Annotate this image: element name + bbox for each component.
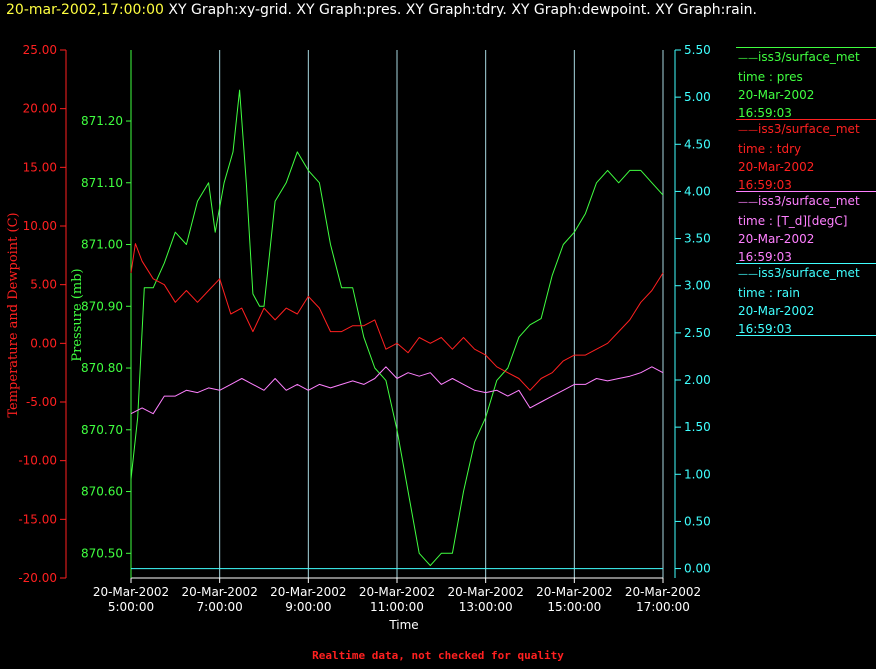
rain-tick-label: 2.50 — [684, 326, 711, 340]
rain-tick-label: 0.00 — [684, 562, 711, 576]
legend-date-label: 20-Mar-2002 — [738, 232, 815, 246]
pressure-tick-label: 870.90 — [81, 299, 123, 313]
rain-tick-label: 3.00 — [684, 279, 711, 293]
temperature-tick-label: 25.00 — [23, 43, 57, 57]
pressure-tick-label: 870.80 — [81, 361, 123, 375]
rain-tick-label: 3.50 — [684, 232, 711, 246]
x-tick-date-label: 20-Mar-2002 — [536, 585, 612, 599]
legend-time-label: 16:59:03 — [738, 106, 792, 120]
pressure-tick-label: 871.00 — [81, 238, 123, 252]
legend-source-label: iss3/surface_met — [738, 120, 876, 140]
series-group — [130, 89, 664, 570]
legend-time-label: 16:59:03 — [738, 250, 792, 264]
x-tick-date-label: 20-Mar-2002 — [447, 585, 523, 599]
pressure-tick-label: 871.20 — [81, 114, 123, 128]
axes-group: 20-Mar-20025:00:0020-Mar-20027:00:0020-M… — [18, 43, 710, 614]
graph-list-label: XY Graph:xy-grid. XY Graph:pres. XY Grap… — [168, 2, 757, 18]
legend-field-label: time : [T_d][degC] — [738, 214, 848, 228]
x-tick-date-label: 20-Mar-2002 — [181, 585, 257, 599]
legend-time-label: 16:59:03 — [738, 322, 792, 336]
temperature-tick-label: 5.00 — [30, 278, 57, 292]
legend-bottom-rule — [736, 335, 876, 336]
temperature-tick-label: -10.00 — [18, 454, 57, 468]
rain-tick-label: 5.50 — [684, 43, 711, 57]
pressure-tick-label: 871.10 — [81, 176, 123, 190]
temperature-tick-label: 0.00 — [30, 336, 57, 350]
x-tick-time-label: 9:00:00 — [285, 600, 331, 614]
legend-date-label: 20-Mar-2002 — [738, 88, 815, 102]
legend-field-label: time : tdry — [738, 142, 802, 156]
rain-tick-label: 4.00 — [684, 184, 711, 198]
time-grid — [130, 50, 664, 578]
legend-source-label: iss3/surface_met — [738, 192, 876, 212]
temperature-tick-label: -5.00 — [26, 395, 57, 409]
legend-source-label: iss3/surface_met — [738, 48, 876, 68]
x-tick-date-label: 20-Mar-2002 — [270, 585, 346, 599]
temperature-tick-label: 15.00 — [23, 160, 57, 174]
legend-field-label: time : rain — [738, 286, 801, 300]
x-tick-date-label: 20-Mar-2002 — [93, 585, 169, 599]
graph-title-bar: 20-mar-2002,17:00:00 XY Graph:xy-grid. X… — [6, 2, 757, 18]
rain-tick-label: 0.50 — [684, 514, 711, 528]
legend-field-label: time : pres — [738, 70, 803, 84]
tdry-series-line — [130, 243, 664, 391]
x-tick-time-label: 15:00:00 — [547, 600, 601, 614]
temperature-tick-label: -15.00 — [18, 512, 57, 526]
dewpoint-series-line — [130, 366, 664, 415]
x-tick-time-label: 17:00:00 — [636, 600, 690, 614]
rain-tick-label: 1.00 — [684, 467, 711, 481]
legend-date-label: 20-Mar-2002 — [738, 160, 815, 174]
x-tick-time-label: 11:00:00 — [370, 600, 424, 614]
x-tick-date-label: 20-Mar-2002 — [625, 585, 701, 599]
rain-tick-label: 4.50 — [684, 137, 711, 151]
x-tick-time-label: 7:00:00 — [197, 600, 243, 614]
timestamp-label: 20-mar-2002,17:00:00 — [6, 2, 164, 18]
pressure-tick-label: 870.50 — [81, 546, 123, 560]
legend-time-label: 16:59:03 — [738, 178, 792, 192]
quality-note: Realtime data, not checked for quality — [312, 649, 564, 662]
pressure-axis-title: Pressure (mb) — [70, 268, 85, 361]
rain-tick-label: 1.50 — [684, 420, 711, 434]
temperature-tick-label: 10.00 — [23, 219, 57, 233]
rain-tick-label: 5.00 — [684, 90, 711, 104]
x-tick-time-label: 13:00:00 — [459, 600, 513, 614]
temperature-tick-label: -20.00 — [18, 571, 57, 585]
pressure-series-line — [130, 89, 664, 567]
legend-date-label: 20-Mar-2002 — [738, 304, 815, 318]
pressure-tick-label: 870.60 — [81, 485, 123, 499]
pressure-tick-label: 870.70 — [81, 423, 123, 437]
x-tick-date-label: 20-Mar-2002 — [359, 585, 435, 599]
legend-source-label: iss3/surface_met — [738, 264, 876, 284]
x-tick-time-label: 5:00:00 — [108, 600, 154, 614]
temperature-tick-label: 20.00 — [23, 102, 57, 116]
rain-tick-label: 2.00 — [684, 373, 711, 387]
x-axis-title: Time — [388, 618, 418, 632]
temperature-axis-title: Temperature and Dewpoint (C) — [6, 212, 21, 417]
